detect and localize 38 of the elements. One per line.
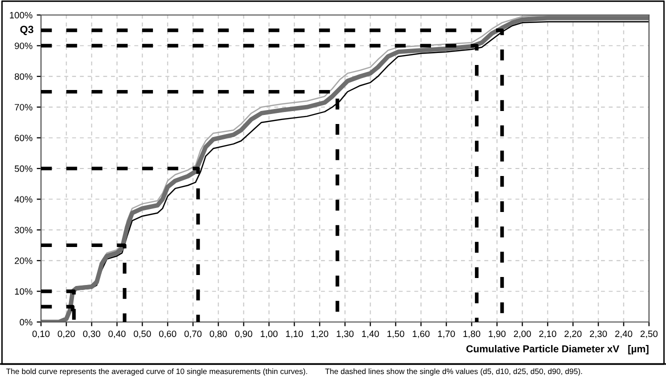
x-tick-label: 2,50	[640, 330, 658, 338]
x-tick-label: 1,00	[260, 330, 278, 338]
x-axis-title: Cumulative Particle Diameter xV [µm]	[466, 345, 648, 354]
x-tick-label: 1,60	[412, 330, 430, 338]
x-tick-label: 0,70	[184, 330, 202, 338]
x-tick-label: 1,50	[387, 330, 404, 338]
y-tick-label: 0%	[20, 318, 32, 326]
y-tick-label: 20%	[14, 258, 32, 264]
y-tick-label: 30%	[14, 226, 32, 234]
x-tick-label: 0,40	[108, 330, 126, 338]
x-tick-label: 1,80	[463, 330, 480, 338]
x-tick-label: 2,20	[564, 330, 582, 338]
y-tick-label: 10%	[15, 288, 32, 295]
y-tick-label: 60%	[14, 134, 32, 142]
y-tick-label: 40%	[14, 196, 32, 203]
x-tick-label: 1,40	[362, 330, 379, 338]
x-tick-label: 0,30	[83, 330, 100, 338]
x-tick-label: 0,80	[210, 330, 227, 338]
y-tick-label: 90%	[14, 42, 32, 50]
x-tick-label: 2,00	[514, 330, 531, 338]
x-tick-label: 0,90	[235, 330, 252, 338]
y-tick-label: 70%	[14, 104, 32, 111]
x-tick-label: 0,60	[159, 330, 176, 338]
y-axis-title: Q3	[20, 26, 34, 36]
y-tick-label: 100%	[10, 12, 32, 18]
y-tick-label: 50%	[14, 165, 32, 172]
x-tick-label: 1,30	[336, 330, 354, 338]
y-tick-label: 80%	[14, 73, 32, 80]
x-tick-label: 0,50	[134, 330, 151, 338]
x-tick-label: 2,40	[615, 330, 632, 338]
x-tick-label: 1,10	[286, 330, 303, 338]
x-tick-label: 1,90	[488, 330, 506, 338]
x-tick-label: 1,20	[311, 330, 328, 338]
x-tick-label: 0,10	[32, 330, 50, 338]
x-tick-label: 2,10	[539, 330, 556, 338]
x-tick-label: 0,20	[58, 330, 75, 338]
x-tick-label: 1,70	[438, 330, 455, 338]
x-tick-label: 2,30	[590, 330, 607, 338]
